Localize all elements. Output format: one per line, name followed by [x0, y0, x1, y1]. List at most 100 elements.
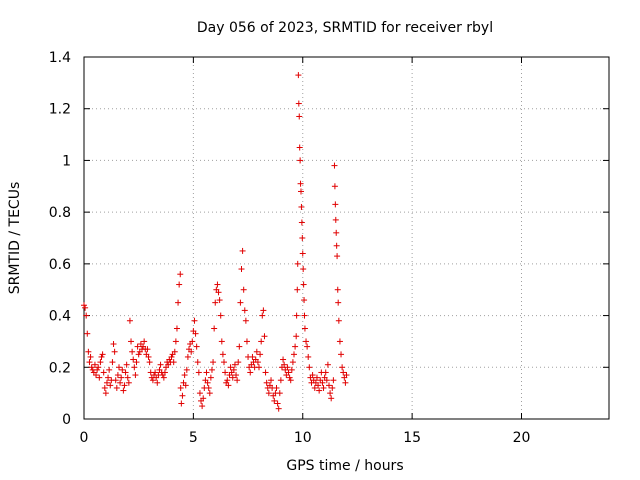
data-point — [144, 346, 151, 353]
data-point — [241, 307, 248, 314]
data-point — [319, 379, 326, 386]
x-tick-label: 20 — [513, 430, 531, 446]
data-point — [103, 379, 110, 386]
x-tick-label: 0 — [80, 430, 89, 446]
data-point — [301, 325, 308, 332]
data-point — [332, 201, 339, 208]
data-point — [324, 361, 331, 368]
data-point — [322, 369, 329, 376]
data-point — [93, 372, 100, 379]
data-point — [86, 359, 93, 366]
data-point — [171, 348, 178, 355]
data-point — [210, 359, 217, 366]
data-point — [173, 325, 180, 332]
data-point — [222, 369, 229, 376]
data-point — [179, 392, 186, 399]
data-point — [82, 304, 89, 311]
data-point — [261, 333, 268, 340]
y-tick-label: 0.8 — [49, 205, 71, 221]
data-point — [301, 297, 308, 304]
data-point — [289, 359, 296, 366]
data-point — [238, 266, 245, 273]
data-point — [327, 390, 334, 397]
data-point — [91, 361, 98, 368]
data-point — [81, 302, 87, 309]
data-point — [117, 379, 124, 386]
data-point — [154, 379, 161, 386]
data-point — [231, 361, 238, 368]
data-point — [271, 397, 278, 404]
data-point — [106, 366, 113, 373]
y-tick-label: 0.4 — [49, 309, 71, 325]
data-point — [152, 369, 159, 376]
data-point — [273, 384, 280, 391]
data-point — [111, 348, 118, 355]
data-point — [320, 384, 327, 391]
x-axis-label: GPS time / hours — [286, 458, 403, 474]
data-point — [131, 364, 138, 371]
data-point — [338, 351, 345, 358]
data-point — [107, 382, 114, 389]
data-point — [265, 390, 272, 397]
data-point — [141, 338, 148, 345]
data-point — [254, 359, 261, 366]
data-point — [182, 382, 189, 389]
data-point — [195, 369, 202, 376]
data-point — [301, 312, 308, 319]
data-point — [280, 356, 287, 363]
data-point — [336, 338, 343, 345]
data-point — [240, 286, 247, 293]
data-point — [87, 353, 94, 360]
data-point — [342, 379, 349, 386]
data-point — [340, 369, 347, 376]
data-point — [157, 361, 164, 368]
data-point — [225, 382, 232, 389]
data-point — [178, 400, 185, 407]
data-point — [212, 299, 219, 306]
data-point — [96, 374, 103, 381]
data-point — [330, 377, 337, 384]
chart-title: Day 056 of 2023, SRMTID for receiver rby… — [197, 20, 493, 36]
data-point — [274, 400, 281, 407]
data-point — [183, 366, 190, 373]
data-point — [224, 377, 231, 384]
data-point — [315, 382, 322, 389]
data-point — [95, 364, 102, 371]
data-point — [199, 403, 206, 410]
y-tick-label: 0.2 — [49, 360, 71, 376]
y-tick-label: 0 — [62, 412, 71, 428]
data-point — [98, 353, 105, 360]
data-point — [189, 338, 196, 345]
data-point — [296, 144, 303, 151]
data-point — [334, 253, 341, 260]
axis-ticks — [83, 56, 609, 420]
data-point — [275, 405, 282, 412]
data-point — [284, 364, 291, 371]
data-point — [134, 343, 141, 350]
data-point — [313, 374, 320, 381]
data-point — [299, 235, 306, 241]
data-point — [239, 247, 246, 254]
plot-frame — [83, 56, 610, 420]
data-point — [94, 366, 101, 373]
data-point — [229, 374, 236, 381]
data-point — [145, 353, 152, 360]
data-point — [128, 338, 135, 345]
data-point — [257, 351, 264, 358]
data-point — [304, 343, 311, 350]
data-point — [118, 374, 125, 381]
data-point — [215, 289, 222, 296]
data-series-srmtid — [81, 72, 350, 412]
data-point — [133, 359, 140, 366]
data-point — [205, 384, 212, 391]
x-tick-label: 10 — [294, 430, 312, 446]
data-point — [196, 390, 203, 397]
data-point — [146, 359, 153, 366]
data-point — [298, 203, 305, 210]
data-point — [260, 307, 267, 314]
data-point — [181, 372, 188, 379]
data-point — [214, 281, 221, 288]
data-point — [110, 341, 117, 348]
data-point — [299, 250, 306, 257]
